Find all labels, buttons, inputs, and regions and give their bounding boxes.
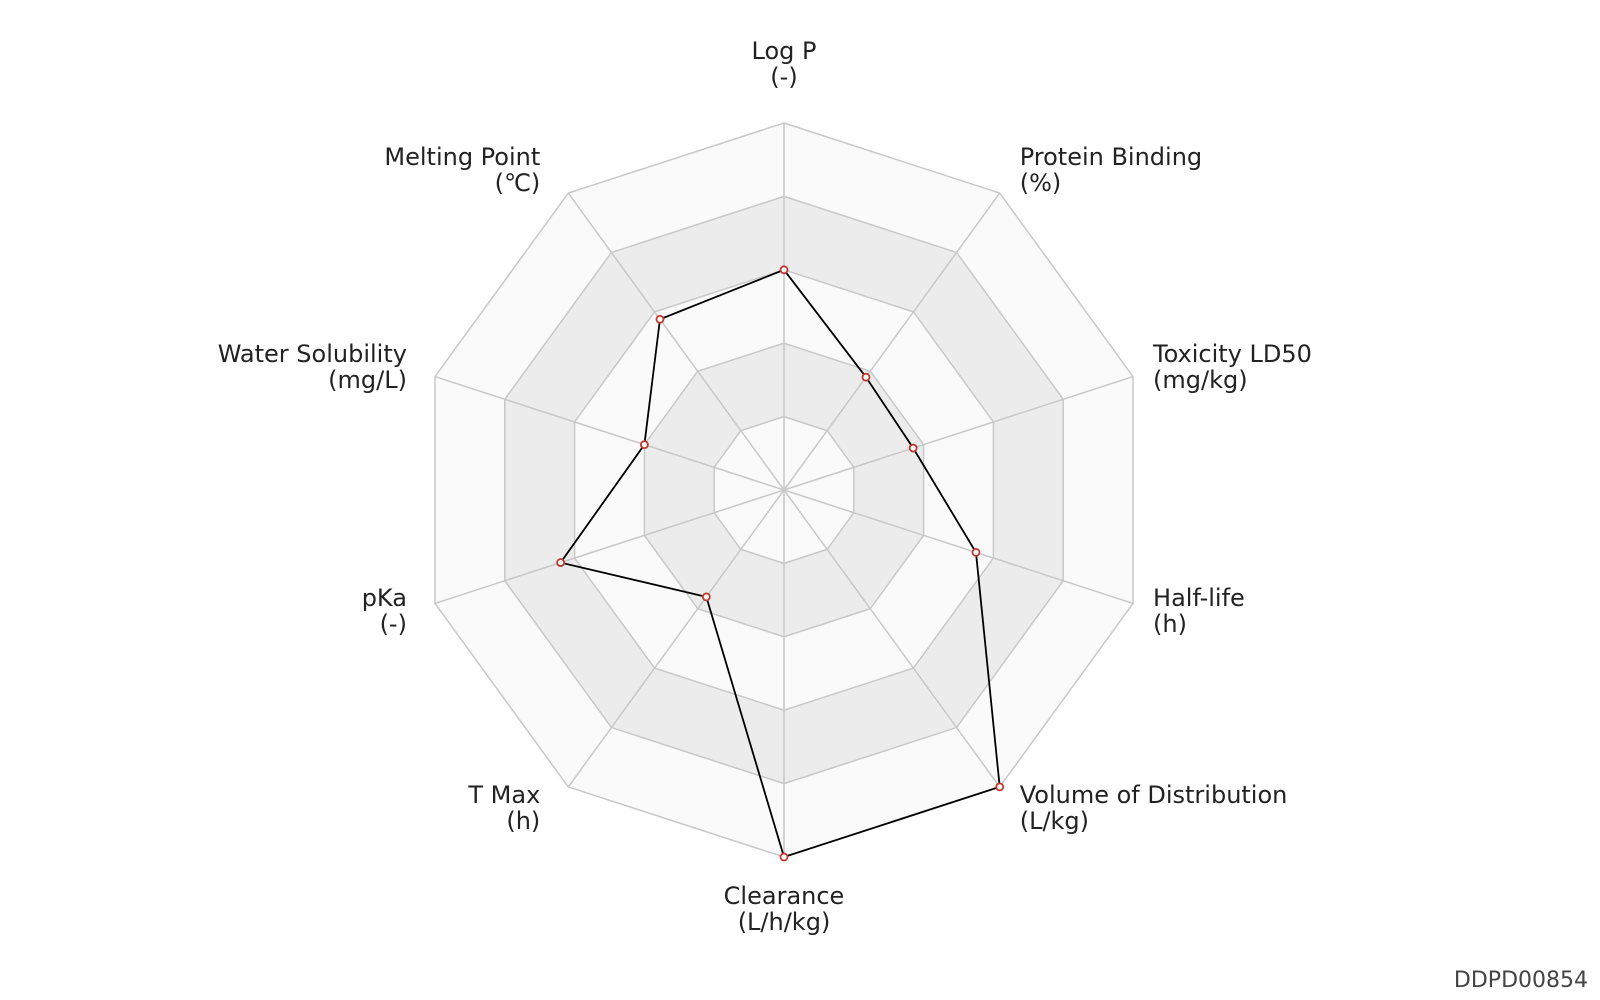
axis-unit: (-)	[770, 63, 797, 91]
data-point	[639, 440, 649, 450]
axis-unit: (L/kg)	[1020, 807, 1089, 835]
axis-unit: (mg/kg)	[1153, 366, 1248, 394]
watermark: DDPD00854	[1454, 968, 1588, 993]
axis-unit: (%)	[1020, 169, 1062, 197]
axis-unit: (h)	[506, 807, 540, 835]
axis-label: Log P	[752, 37, 817, 65]
axis-unit: (℃)	[495, 169, 541, 197]
data-point	[701, 592, 711, 602]
axis-unit: (h)	[1153, 610, 1187, 638]
axis-spoke	[434, 375, 785, 491]
data-point	[908, 443, 918, 453]
axis-unit: (L/h/kg)	[738, 908, 831, 936]
data-point	[655, 314, 665, 324]
axis-label: Toxicity LD50	[1152, 340, 1312, 368]
axis-spoke	[434, 489, 785, 605]
axis-label: Half-life	[1153, 584, 1245, 612]
axis-label: Melting Point	[384, 143, 540, 171]
axis-unit: (mg/L)	[328, 366, 407, 394]
axis-spoke	[567, 489, 785, 788]
data-point	[971, 547, 981, 557]
axis-unit: (-)	[380, 610, 407, 638]
data-point	[779, 852, 789, 862]
axis-label: Protein Binding	[1020, 143, 1202, 171]
axis-label: pKa	[362, 584, 407, 612]
axis-spoke	[783, 489, 1001, 788]
data-point	[995, 782, 1005, 792]
data-point	[861, 372, 871, 382]
axis-label: Clearance	[724, 882, 845, 910]
data-point	[779, 265, 789, 275]
axis-label: Volume of Distribution	[1020, 781, 1288, 809]
axis-spoke	[783, 489, 1134, 605]
axis-spoke	[783, 192, 1001, 491]
data-point	[556, 558, 566, 567]
axis-label: T Max	[467, 781, 540, 809]
axis-label: Water Solubility	[218, 340, 407, 368]
axis-spoke	[567, 192, 785, 491]
axis-spoke	[783, 375, 1134, 491]
